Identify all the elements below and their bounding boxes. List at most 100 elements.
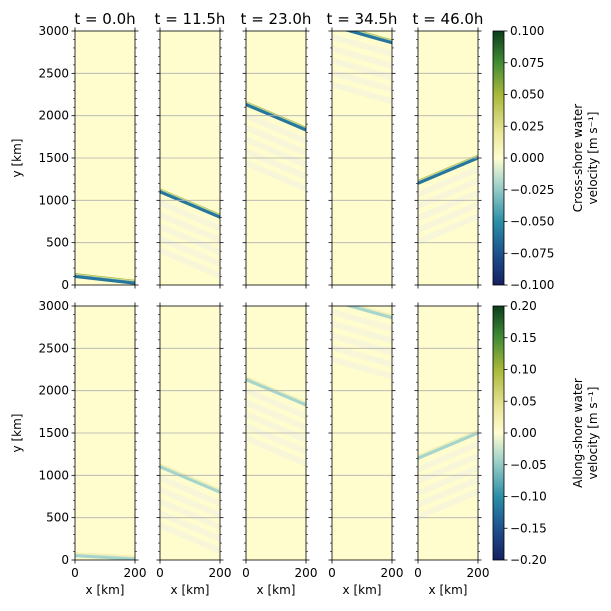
x-axis-label: x [km]: [171, 583, 210, 597]
colorbar-cross-shore: 0.100 0.075 0.050 0.025 0.000 −0.025 −0.050 −0.…: [492, 24, 600, 292]
y-tick-label: 0: [61, 553, 69, 567]
panel-field: [75, 273, 135, 285]
wake-band: [246, 435, 306, 467]
front-band: [246, 103, 306, 132]
colorbar-tick-label: 0.075: [510, 56, 544, 70]
front-band: [344, 31, 392, 45]
wake-band: [332, 320, 392, 344]
x-tick-label: 0: [414, 566, 422, 580]
wake-band: [160, 486, 220, 518]
panel-r0-c1: t = 11.5h: [155, 10, 225, 289]
colorbar-tick-label: −0.10: [510, 490, 547, 504]
wake-band: [246, 148, 306, 180]
front-band: [344, 306, 392, 320]
wake-band: [418, 201, 478, 233]
y-tick-label: 0: [61, 278, 69, 292]
colorbar-tick-label: 0.20: [510, 299, 537, 313]
y-tick-label: 1000: [38, 468, 69, 482]
panel-field: [246, 101, 306, 192]
panel-r1-c4: 0 200 x [km]: [414, 302, 489, 597]
wake-band: [160, 475, 220, 507]
front-band: [75, 275, 135, 285]
y-tick-label: 1500: [38, 426, 69, 440]
y-axis-label: y [km]: [10, 414, 24, 453]
y-tick-label: 2500: [38, 341, 69, 355]
time-title: t = 23.0h: [241, 10, 312, 28]
colorbar-gradient: [492, 305, 505, 561]
front-band: [418, 156, 478, 185]
colorbar-tick-label: 0.05: [510, 394, 537, 408]
colorbar-label: Along-shore water: [571, 378, 585, 488]
front-band: [75, 554, 135, 560]
y-axis-label: y [km]: [10, 139, 24, 178]
wake-band: [246, 387, 306, 419]
colorbar-label: velocity [m s⁻¹]: [586, 112, 600, 205]
time-title: t = 0.0h: [74, 10, 135, 28]
wake-band: [160, 211, 220, 243]
panel-field: [332, 31, 392, 105]
wake-band: [160, 223, 220, 255]
time-title: t = 34.5h: [327, 10, 398, 28]
wake-band: [418, 476, 478, 508]
wake-band: [246, 112, 306, 144]
panel-r0-c2: t = 23.0h: [241, 10, 312, 289]
x-axis-label: x [km]: [86, 583, 125, 597]
wake-band: [418, 488, 478, 520]
y-tick-label: 1000: [38, 193, 69, 207]
panel-r0-c4: t = 46.0h: [413, 10, 483, 289]
panel-r1-c2: 0 200 x [km]: [242, 302, 318, 597]
panel-field: [160, 188, 220, 279]
x-tick-label: 0: [156, 566, 164, 580]
wake-band: [332, 344, 392, 368]
colorbar-tick-label: −0.15: [510, 521, 547, 535]
wake-band: [332, 45, 392, 69]
front-band: [418, 431, 478, 460]
panel-field: [160, 463, 220, 554]
wake-band: [246, 411, 306, 443]
x-axis-label: x [km]: [429, 583, 468, 597]
front-band: [160, 190, 220, 219]
wake-band: [160, 522, 220, 554]
wake-band: [418, 166, 478, 198]
colorbar-tick-label: 0.15: [510, 331, 537, 345]
colorbar-label: velocity [m s⁻¹]: [586, 387, 600, 480]
colorbar-tick-label: −0.050: [510, 215, 554, 229]
wake-band: [332, 309, 392, 332]
wake-band: [332, 356, 392, 380]
colorbar-tick-label: −0.100: [510, 278, 554, 292]
colorbar-gradient: [492, 30, 505, 286]
colorbar-tick-label: 0.10: [510, 363, 537, 377]
front-band: [246, 378, 306, 407]
y-tick-label: 2000: [38, 384, 69, 398]
wake-band: [246, 399, 306, 431]
wake-band: [246, 136, 306, 168]
y-tick-label: 3000: [38, 299, 69, 313]
wake-band: [160, 247, 220, 279]
x-tick-label: 200: [295, 566, 318, 580]
wake-band: [246, 160, 306, 192]
colorbar-tick-label: −0.025: [510, 183, 554, 197]
colorbar-tick-label: −0.075: [510, 246, 554, 260]
x-tick-label: 0: [328, 566, 336, 580]
wake-band: [332, 332, 392, 356]
panel-field: [332, 306, 392, 380]
wake-band: [332, 57, 392, 81]
colorbar-tick-label: 0.050: [510, 88, 544, 102]
x-axis-label: x [km]: [343, 583, 382, 597]
panel-field: [75, 552, 135, 560]
wake-band: [418, 464, 478, 496]
wake-band: [332, 69, 392, 93]
wake-band: [418, 189, 478, 221]
panel-r0-c0: 0 500 1000 1500 2000 2500 3000 t = 0.0h: [38, 10, 139, 292]
wake-band: [246, 124, 306, 156]
x-tick-label: 200: [209, 566, 232, 580]
wake-band: [418, 213, 478, 245]
colorbar-along-shore: 0.20 0.15 0.10 0.05 0.00 −0.05 −0.10 −0.15 −0.20…: [492, 299, 600, 567]
y-tick-label: 3000: [38, 24, 69, 38]
wake-band: [246, 423, 306, 455]
panel-r1-c3: 0 200 x [km]: [328, 302, 404, 597]
panel-r1-c0: 0 500 1000 1500 2000 2500 3000 0 200 x [km]: [38, 299, 146, 597]
x-tick-label: 200: [381, 566, 404, 580]
x-axis-label: x [km]: [257, 583, 296, 597]
